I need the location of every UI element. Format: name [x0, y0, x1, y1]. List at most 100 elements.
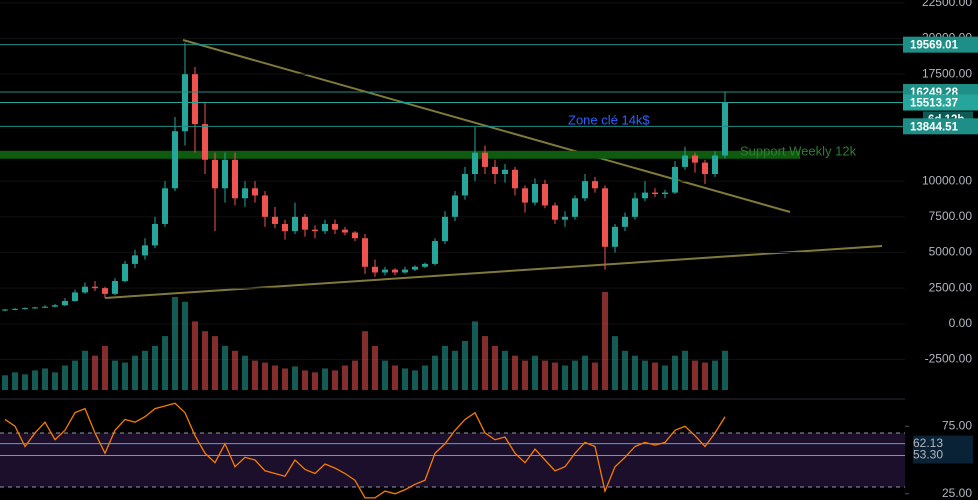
- volume-bar: [602, 292, 608, 390]
- candle-body: [702, 162, 708, 175]
- candle-body: [622, 216, 628, 227]
- volume-bar: [122, 362, 128, 390]
- volume-bar: [672, 355, 678, 390]
- volume-bar: [192, 321, 198, 390]
- volume-bar: [492, 345, 498, 390]
- candle-body: [362, 238, 368, 267]
- volume-bar: [552, 362, 558, 390]
- volume-bar: [312, 372, 318, 390]
- volume-bar: [292, 366, 298, 390]
- volume-bar: [112, 360, 118, 390]
- volume-bar: [502, 350, 508, 390]
- volume-bar: [392, 365, 398, 390]
- y-tick-label: 10000.00: [922, 173, 972, 187]
- volume-bar: [382, 360, 388, 390]
- volume-bar: [352, 360, 358, 390]
- volume-bar: [162, 336, 168, 390]
- candle-body: [42, 306, 48, 308]
- candle-body: [52, 305, 58, 307]
- candle-body: [142, 245, 148, 256]
- volume-bar: [82, 350, 88, 390]
- volume-bar: [22, 374, 28, 390]
- level-label: 13844.51: [910, 121, 959, 133]
- candle-body: [602, 188, 608, 247]
- rsi-level-label: 62.13: [913, 436, 943, 450]
- volume-bar: [12, 372, 18, 390]
- volume-bar: [452, 350, 458, 390]
- candle-body: [2, 309, 8, 311]
- y-tick-label: -2500.00: [925, 352, 973, 366]
- volume-bar: [622, 350, 628, 390]
- volume-bar: [282, 368, 288, 390]
- candle-body: [312, 229, 318, 232]
- candle-body: [112, 281, 118, 294]
- level-label-box: [903, 94, 978, 111]
- volume-bar: [222, 345, 228, 390]
- volume-bar: [232, 350, 238, 390]
- volume-bar: [202, 331, 208, 390]
- candle-body: [592, 181, 598, 189]
- volume-bar: [692, 360, 698, 390]
- volume-bar: [42, 368, 48, 390]
- support-band: [0, 150, 800, 159]
- volume-bar: [462, 341, 468, 390]
- candle-body: [402, 269, 408, 273]
- volume-bar: [332, 370, 338, 390]
- candle-body: [212, 159, 218, 189]
- volume-bar: [362, 331, 368, 390]
- candle-body: [152, 223, 158, 246]
- volume-bar: [402, 368, 408, 390]
- rsi-tick-label: 75.00: [942, 418, 972, 432]
- volume-bar: [52, 372, 58, 390]
- y-tick-label: 2500.00: [929, 280, 973, 294]
- rsi-tick-label: 25.00: [942, 486, 972, 500]
- rsi-level-label: 53.30: [913, 448, 943, 462]
- volume-bar: [472, 321, 478, 390]
- volume-bar: [152, 345, 158, 390]
- volume-bar: [272, 365, 278, 390]
- candle-body: [72, 292, 78, 301]
- volume-bar: [132, 355, 138, 390]
- trend-line: [104, 245, 883, 299]
- candle-body: [532, 184, 538, 203]
- volume-bar: [32, 370, 38, 390]
- volume-bar: [682, 350, 688, 390]
- candle-body: [482, 152, 488, 167]
- candle-body: [572, 198, 578, 217]
- candle-body: [82, 286, 88, 293]
- candle-body: [322, 223, 328, 232]
- volume-bar: [662, 365, 668, 390]
- rsi-line: [4, 402, 726, 499]
- candle-body: [682, 155, 688, 167]
- candle-body: [612, 226, 618, 247]
- candle-body: [132, 255, 138, 264]
- volume-bar: [142, 350, 148, 390]
- candle-body: [162, 188, 168, 224]
- candle-body: [662, 192, 668, 195]
- candle-body: [192, 74, 198, 125]
- candle-body: [502, 169, 508, 175]
- volume-bar: [642, 360, 648, 390]
- volume-bar: [322, 368, 328, 390]
- candle-body: [512, 169, 518, 189]
- volume-bar: [422, 365, 428, 390]
- volume-bar: [102, 345, 108, 390]
- candle-body: [372, 266, 378, 273]
- volume-bar: [592, 362, 598, 390]
- volume-bar: [432, 355, 438, 390]
- candle-body: [342, 229, 348, 233]
- volume-bar: [252, 360, 258, 390]
- candle-body: [32, 307, 38, 309]
- volume-bar: [582, 355, 588, 390]
- candle-body: [552, 205, 558, 220]
- candle-body: [392, 269, 398, 273]
- y-tick-label: 7500.00: [929, 209, 973, 223]
- volume-bar: [302, 370, 308, 390]
- annotation: Zone clé 14k$: [568, 112, 650, 127]
- candle-body: [462, 174, 468, 196]
- y-tick-label: 0.00: [949, 316, 973, 330]
- volume-bar: [632, 355, 638, 390]
- volume-bar: [212, 336, 218, 390]
- volume-bar: [512, 355, 518, 390]
